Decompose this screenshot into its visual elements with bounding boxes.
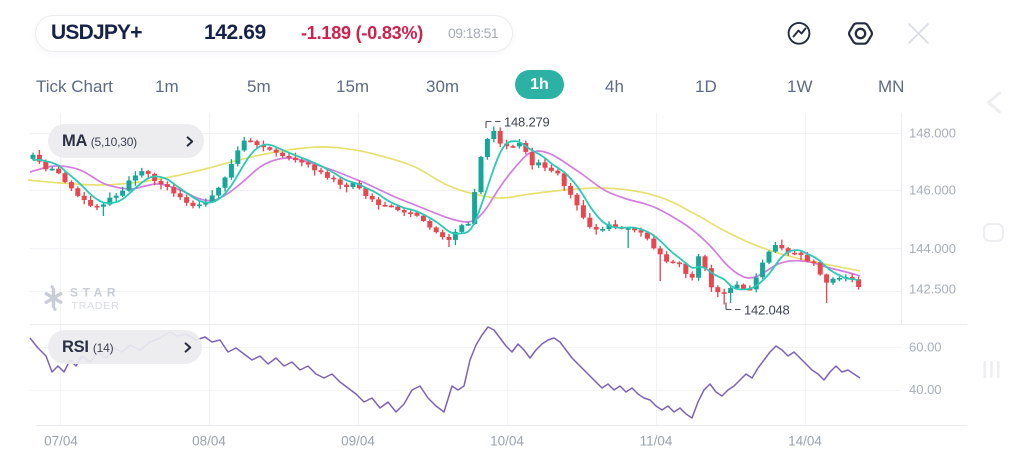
- svg-text:148.000: 148.000: [909, 126, 956, 141]
- svg-text:148.279: 148.279: [504, 115, 550, 130]
- svg-text:10/04: 10/04: [490, 434, 524, 449]
- svg-text:14/04: 14/04: [788, 434, 822, 449]
- svg-text:TRADER: TRADER: [72, 300, 120, 312]
- svg-text:09/04: 09/04: [341, 434, 375, 449]
- svg-text:60.00: 60.00: [909, 340, 942, 355]
- svg-text:08/04: 08/04: [192, 434, 226, 449]
- svg-text:142.048: 142.048: [744, 303, 790, 318]
- svg-text:11/04: 11/04: [640, 434, 673, 449]
- svg-text:144.000: 144.000: [909, 241, 956, 256]
- svg-text:07/04: 07/04: [44, 434, 78, 449]
- svg-text:146.000: 146.000: [909, 183, 956, 198]
- svg-text:142.500: 142.500: [909, 282, 956, 297]
- svg-text:STAR: STAR: [70, 286, 120, 300]
- svg-text:40.00: 40.00: [909, 382, 942, 397]
